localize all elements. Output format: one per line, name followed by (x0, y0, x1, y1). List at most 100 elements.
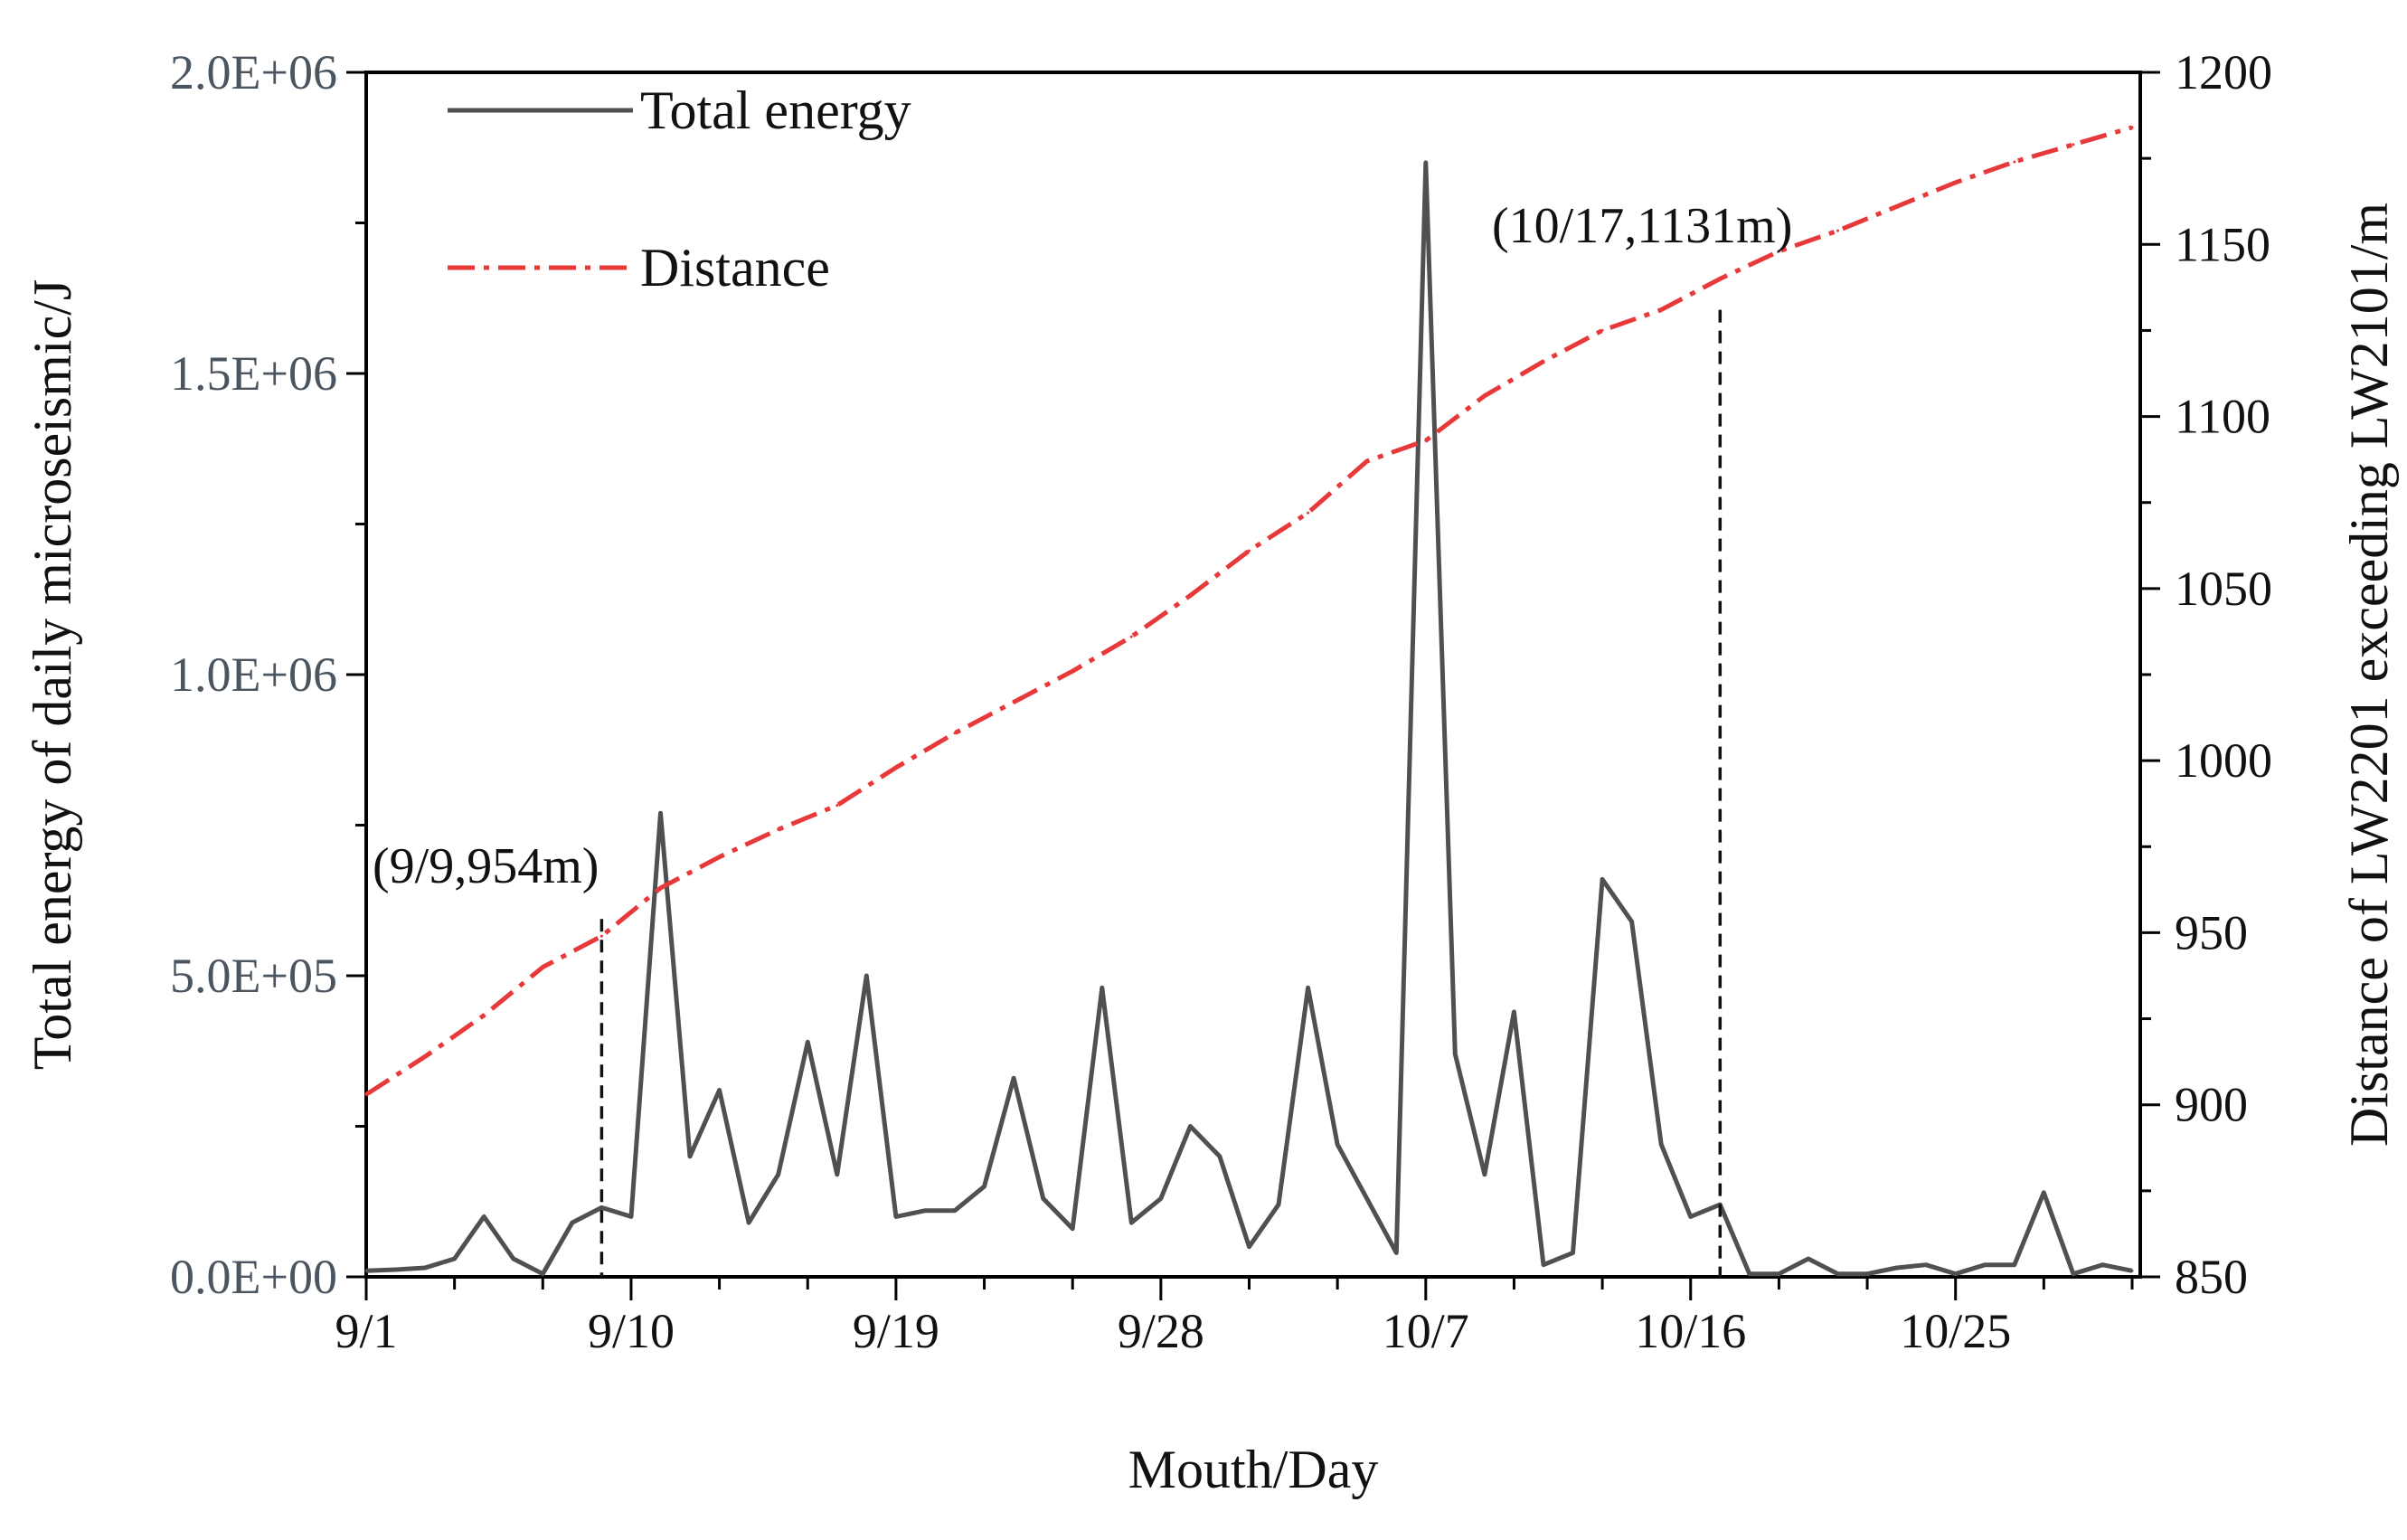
x-tick-label: 9/28 (1118, 1304, 1204, 1358)
data-point (541, 965, 544, 968)
right-y-tick-label: 900 (2175, 1078, 2248, 1132)
x-tick-label: 10/25 (1900, 1304, 2011, 1358)
data-point (659, 811, 662, 815)
data-point (864, 974, 868, 978)
right-y-tick-label: 1150 (2175, 217, 2270, 271)
data-point (1836, 1272, 1839, 1276)
x-axis-title: Mouth/Day (1128, 1440, 1379, 1499)
data-point (2013, 1263, 2016, 1267)
data-point (1954, 181, 1958, 184)
plot-frame (364, 71, 2142, 1279)
x-tick-label: 9/19 (853, 1304, 939, 1358)
data-point (364, 1092, 368, 1096)
x-tick-label: 9/10 (588, 1304, 675, 1358)
data-point (1895, 1266, 1899, 1270)
data-point (1836, 229, 1839, 232)
data-point (599, 934, 603, 938)
right-y-axis-ticks: 850 900 950 1000 1050 1100 1150 1200 (2140, 45, 2272, 1304)
data-point (482, 1214, 486, 1218)
data-point (1012, 1076, 1015, 1080)
data-point (1012, 700, 1015, 704)
right-y-tick-label: 1000 (2175, 733, 2272, 788)
left-y-tick-label: 5.0E+05 (170, 949, 337, 1003)
data-point (1042, 1196, 1045, 1200)
data-point (923, 1209, 927, 1213)
annotation-layer: (9/9,954m) (10/17,1131m) (373, 198, 1792, 1277)
data-point (1572, 1251, 1575, 1254)
data-point (718, 855, 722, 859)
data-point (2072, 143, 2075, 146)
data-point (2072, 1272, 2075, 1276)
data-point (2100, 1263, 2104, 1267)
data-point (1748, 1272, 1751, 1276)
data-point (2130, 126, 2134, 129)
x-axis-ticks: 9/1 9/10 9/19 9/28 10/7 10/16 10/25 (335, 1277, 2134, 1358)
right-y-tick-label: 950 (2175, 905, 2248, 959)
legend: Total energy Distance (448, 80, 911, 298)
data-point (1542, 360, 1545, 364)
data-point (1600, 328, 1604, 332)
data-point (1807, 1257, 1810, 1261)
left-y-tick-label: 2.0E+06 (170, 45, 337, 99)
data-point (1307, 986, 1310, 989)
data-point (512, 1257, 515, 1261)
data-point (1424, 161, 1428, 165)
data-point (453, 1257, 457, 1261)
data-point (1365, 459, 1369, 463)
data-point (1689, 1214, 1693, 1218)
data-point (1159, 1196, 1163, 1200)
data-point (1424, 439, 1428, 442)
data-point (1100, 986, 1104, 989)
data-point (747, 1221, 750, 1224)
data-point (1188, 593, 1192, 597)
x-tick-label: 10/7 (1383, 1304, 1469, 1358)
data-point (953, 1209, 957, 1213)
series-line-distance (364, 125, 2133, 1097)
annotation-label: (10/17,1131m) (1492, 198, 1792, 254)
data-point (1453, 1053, 1457, 1056)
data-point (953, 732, 957, 735)
data-point (688, 1155, 692, 1158)
data-point (894, 1214, 898, 1218)
data-point (835, 804, 839, 808)
data-point (1483, 394, 1487, 398)
data-point (1365, 1196, 1369, 1200)
data-point (1718, 277, 1722, 280)
data-point (1983, 1263, 1987, 1267)
x-tick-label: 9/1 (335, 1304, 397, 1358)
data-point (1659, 1142, 1663, 1146)
data-point (1954, 1272, 1958, 1276)
data-point (1895, 204, 1899, 208)
left-y-tick-label: 1.5E+06 (170, 346, 337, 401)
data-point (1218, 1155, 1222, 1158)
data-point (983, 1185, 986, 1188)
data-point (718, 1089, 722, 1092)
data-point (1924, 1263, 1928, 1267)
data-point (629, 1214, 633, 1218)
right-y-axis-title: Distance of LW2201 exceeding LW2101/m (2339, 203, 2399, 1147)
annotation-label: (9/9,954m) (373, 838, 599, 894)
series-layer (364, 125, 2134, 1277)
data-point (364, 1269, 368, 1272)
data-point (894, 766, 898, 770)
data-point (541, 1272, 544, 1276)
data-point (1394, 1251, 1398, 1254)
data-point (2130, 1269, 2134, 1272)
data-point (1307, 511, 1310, 515)
data-point (1630, 920, 1634, 923)
data-point (1600, 877, 1604, 881)
data-point (777, 1173, 780, 1176)
data-point (1777, 250, 1780, 253)
left-y-axis-title: Total energy of daily microseismic/J (23, 279, 82, 1070)
data-point (423, 1054, 427, 1058)
legend-label-distance: Distance (640, 238, 830, 298)
data-point (1777, 1272, 1780, 1276)
data-point (1071, 1227, 1074, 1231)
data-point (2042, 1191, 2045, 1195)
data-point (659, 886, 662, 890)
data-point (1188, 1125, 1192, 1128)
data-point (571, 1221, 574, 1224)
data-point (1248, 549, 1251, 553)
right-y-tick-label: 1200 (2175, 45, 2272, 99)
